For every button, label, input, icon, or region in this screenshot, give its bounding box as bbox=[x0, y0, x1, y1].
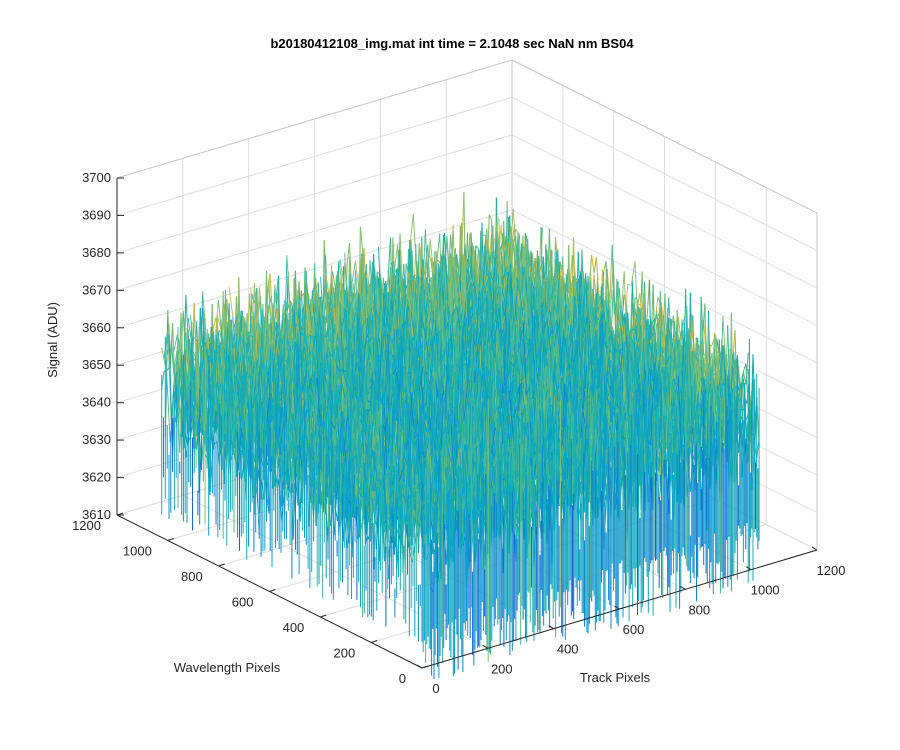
surface-segment bbox=[169, 323, 174, 370]
wall-gridline-z bbox=[511, 134, 818, 289]
surface-segment bbox=[172, 323, 176, 392]
wall-gridline-z bbox=[511, 96, 818, 251]
wall-gridline-z bbox=[116, 171, 513, 291]
surface-segment bbox=[418, 237, 423, 296]
box-edge bbox=[511, 59, 818, 214]
surface-segment bbox=[359, 226, 364, 254]
wall-gridline-z bbox=[116, 134, 513, 254]
surface-segment bbox=[346, 243, 351, 265]
surface-segment bbox=[591, 254, 595, 274]
wall-gridline-z bbox=[511, 171, 818, 326]
surface-segment bbox=[488, 214, 493, 221]
wall-gridline-z bbox=[511, 209, 818, 364]
surface-segment bbox=[475, 245, 479, 249]
wall-gridline-z bbox=[116, 96, 513, 216]
surface-mesh bbox=[161, 191, 760, 679]
surface-segment bbox=[405, 263, 410, 275]
box-edge bbox=[116, 59, 513, 179]
